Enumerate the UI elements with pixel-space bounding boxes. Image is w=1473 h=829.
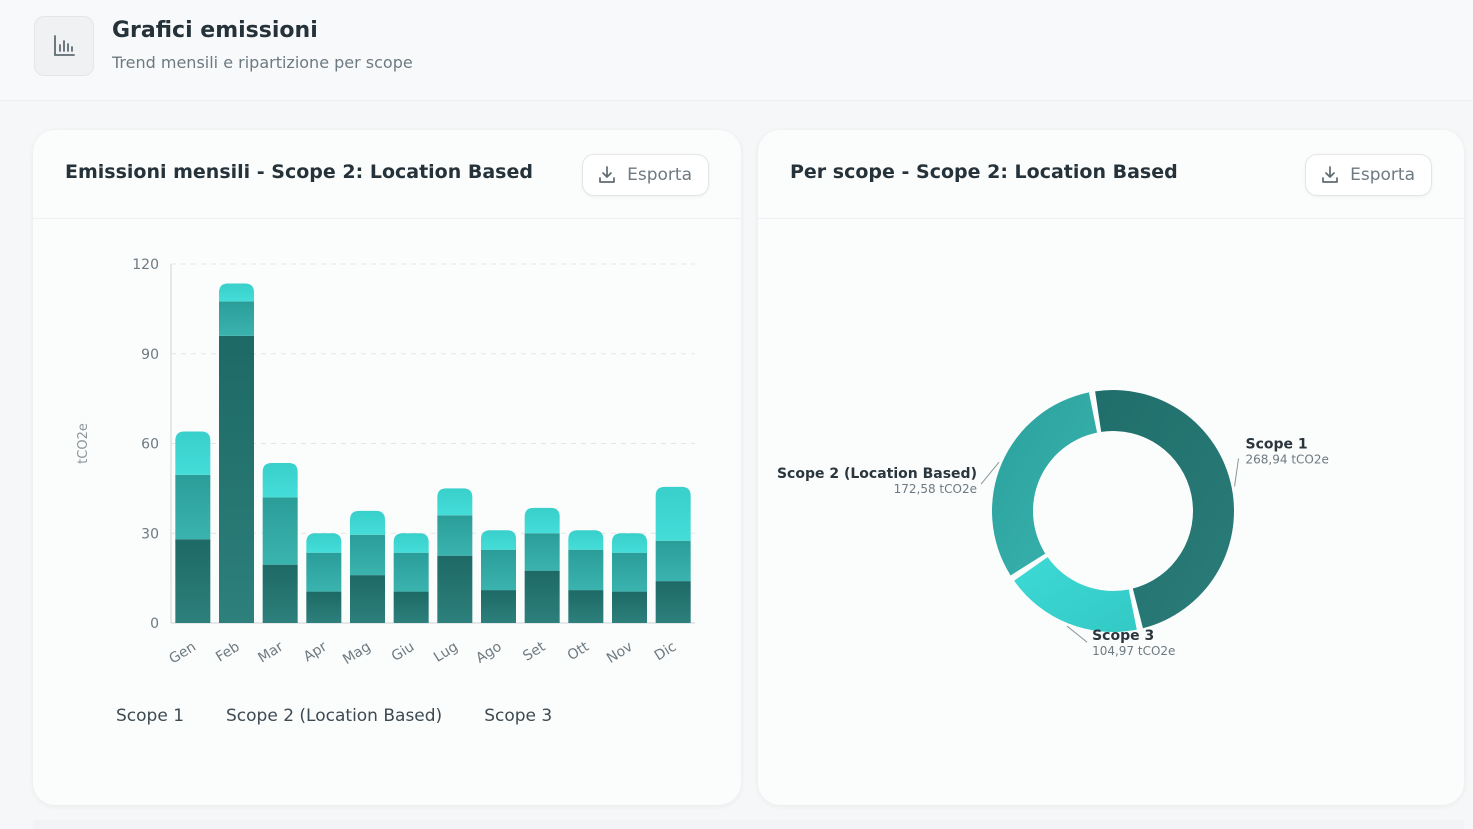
x-tick-label: Mar xyxy=(255,639,286,667)
x-tick-label: Gen xyxy=(166,639,199,668)
bar-segment[interactable] xyxy=(262,462,298,498)
slice-name-label: Scope 2 (Location Based) xyxy=(777,466,977,482)
page-title: Grafici emissioni xyxy=(112,18,318,43)
export-button[interactable]: Esporta xyxy=(582,154,709,196)
slice-value-label: 268,94 tCO2e xyxy=(1246,452,1329,466)
bar-segment[interactable] xyxy=(568,549,604,591)
bar-segment[interactable] xyxy=(568,590,604,623)
legend-item[interactable]: Scope 2 (Location Based) xyxy=(226,706,442,726)
monthly-bar-chart: 0 30 60 90 120 tCO2e Gen Feb Mar Apr Mag Giu Lug Ago S… xyxy=(76,257,695,668)
scope-breakdown-card: Per scope - Scope 2: Location Based Espo… xyxy=(758,130,1464,805)
bar-segment[interactable] xyxy=(175,431,211,475)
bar-segment[interactable] xyxy=(306,552,342,592)
bar-segment[interactable] xyxy=(219,301,254,336)
bar-segment[interactable] xyxy=(219,335,254,623)
bar-segment[interactable] xyxy=(524,533,560,571)
slice-name-label: Scope 3 xyxy=(1092,628,1154,644)
bar-segment[interactable] xyxy=(306,533,342,553)
bar-segment[interactable] xyxy=(219,283,254,302)
bar-segment[interactable] xyxy=(481,590,516,623)
monthly-chart-title: Emissioni mensili - Scope 2: Location Ba… xyxy=(65,161,533,183)
x-tick-label: Mag xyxy=(340,639,374,668)
export-button[interactable]: Esporta xyxy=(1305,154,1432,196)
export-button-label: Esporta xyxy=(1350,165,1415,185)
leader-line xyxy=(1234,458,1240,487)
bar-segment[interactable] xyxy=(437,555,473,623)
bar-segment[interactable] xyxy=(612,552,647,592)
page-subtitle: Trend mensili e ripartizione per scope xyxy=(112,53,413,72)
bar-segment[interactable] xyxy=(612,533,647,553)
bar-segment[interactable] xyxy=(655,581,691,623)
header-icon-box xyxy=(34,16,94,76)
monthly-emissions-card: Emissioni mensili - Scope 2: Location Ba… xyxy=(33,130,741,805)
download-icon xyxy=(1322,166,1338,183)
y-axis-label: tCO2e xyxy=(76,423,91,464)
page-header: Grafici emissioni Trend mensili e ripart… xyxy=(0,0,1473,101)
x-tick-label: Dic xyxy=(652,639,679,664)
x-tick-label: Ago xyxy=(473,639,504,667)
x-tick-label: Feb xyxy=(213,639,243,666)
slice-value-label: 172,58 tCO2e xyxy=(894,482,977,496)
bar-segment[interactable] xyxy=(524,507,560,534)
legend-item[interactable]: Scope 1 xyxy=(116,706,184,726)
bar-segment[interactable] xyxy=(262,497,298,565)
x-tick-label: Nov xyxy=(604,639,636,667)
bar-segment[interactable] xyxy=(655,486,691,541)
bar-segment[interactable] xyxy=(437,515,473,556)
bar-chart-icon xyxy=(54,35,75,56)
slice-name-label: Scope 1 xyxy=(1246,436,1308,452)
y-tick-label: 120 xyxy=(132,257,159,273)
bar-segment[interactable] xyxy=(393,591,429,623)
y-tick-label: 30 xyxy=(141,526,159,542)
leader-line xyxy=(980,461,1000,485)
bar-segment[interactable] xyxy=(350,510,385,535)
bar-segment[interactable] xyxy=(175,474,211,540)
export-button-label: Esporta xyxy=(627,165,692,185)
legend-label: Scope 2 (Location Based) xyxy=(226,706,443,726)
bar-segment[interactable] xyxy=(393,552,429,592)
bar-segment[interactable] xyxy=(350,575,385,623)
leader-line xyxy=(1066,625,1088,643)
bar-segment[interactable] xyxy=(481,549,516,591)
legend-label: Scope 1 xyxy=(116,706,185,726)
slice-value-label: 104,97 tCO2e xyxy=(1092,644,1175,658)
next-section-edge xyxy=(33,820,1464,829)
bar-segment[interactable] xyxy=(262,564,298,623)
bar-segment[interactable] xyxy=(481,530,516,550)
download-icon xyxy=(599,166,615,183)
donut-slice[interactable] xyxy=(1014,557,1137,632)
y-tick-label: 90 xyxy=(141,347,159,363)
chart-legend: Scope 1 Scope 2 (Location Based) Scope 3 xyxy=(116,706,552,726)
bar-segment[interactable] xyxy=(437,488,473,516)
donut-slice[interactable] xyxy=(992,392,1098,576)
y-tick-label: 0 xyxy=(150,616,159,632)
bar-segment[interactable] xyxy=(524,570,560,623)
legend-label: Scope 3 xyxy=(484,706,553,726)
x-tick-label: Ott xyxy=(565,639,593,664)
donut-slice[interactable] xyxy=(1095,389,1235,629)
card-header: Per scope - Scope 2: Location Based Espo… xyxy=(758,130,1464,219)
bar-segment[interactable] xyxy=(393,533,429,553)
bar-segment[interactable] xyxy=(568,530,604,550)
bar-segment[interactable] xyxy=(612,591,647,623)
scope-chart-title: Per scope - Scope 2: Location Based xyxy=(790,161,1178,183)
legend-item[interactable]: Scope 3 xyxy=(484,706,552,726)
x-tick-label: Set xyxy=(520,639,548,665)
y-tick-label: 60 xyxy=(141,437,159,453)
card-header: Emissioni mensili - Scope 2: Location Ba… xyxy=(33,130,741,219)
bar-segment[interactable] xyxy=(175,539,211,623)
x-tick-label: Apr xyxy=(301,639,330,666)
bar-segment[interactable] xyxy=(655,540,691,582)
x-tick-label: Lug xyxy=(431,639,461,666)
bar-segment[interactable] xyxy=(350,534,385,576)
x-tick-label: Giu xyxy=(389,639,418,665)
bar-segment[interactable] xyxy=(306,591,342,623)
